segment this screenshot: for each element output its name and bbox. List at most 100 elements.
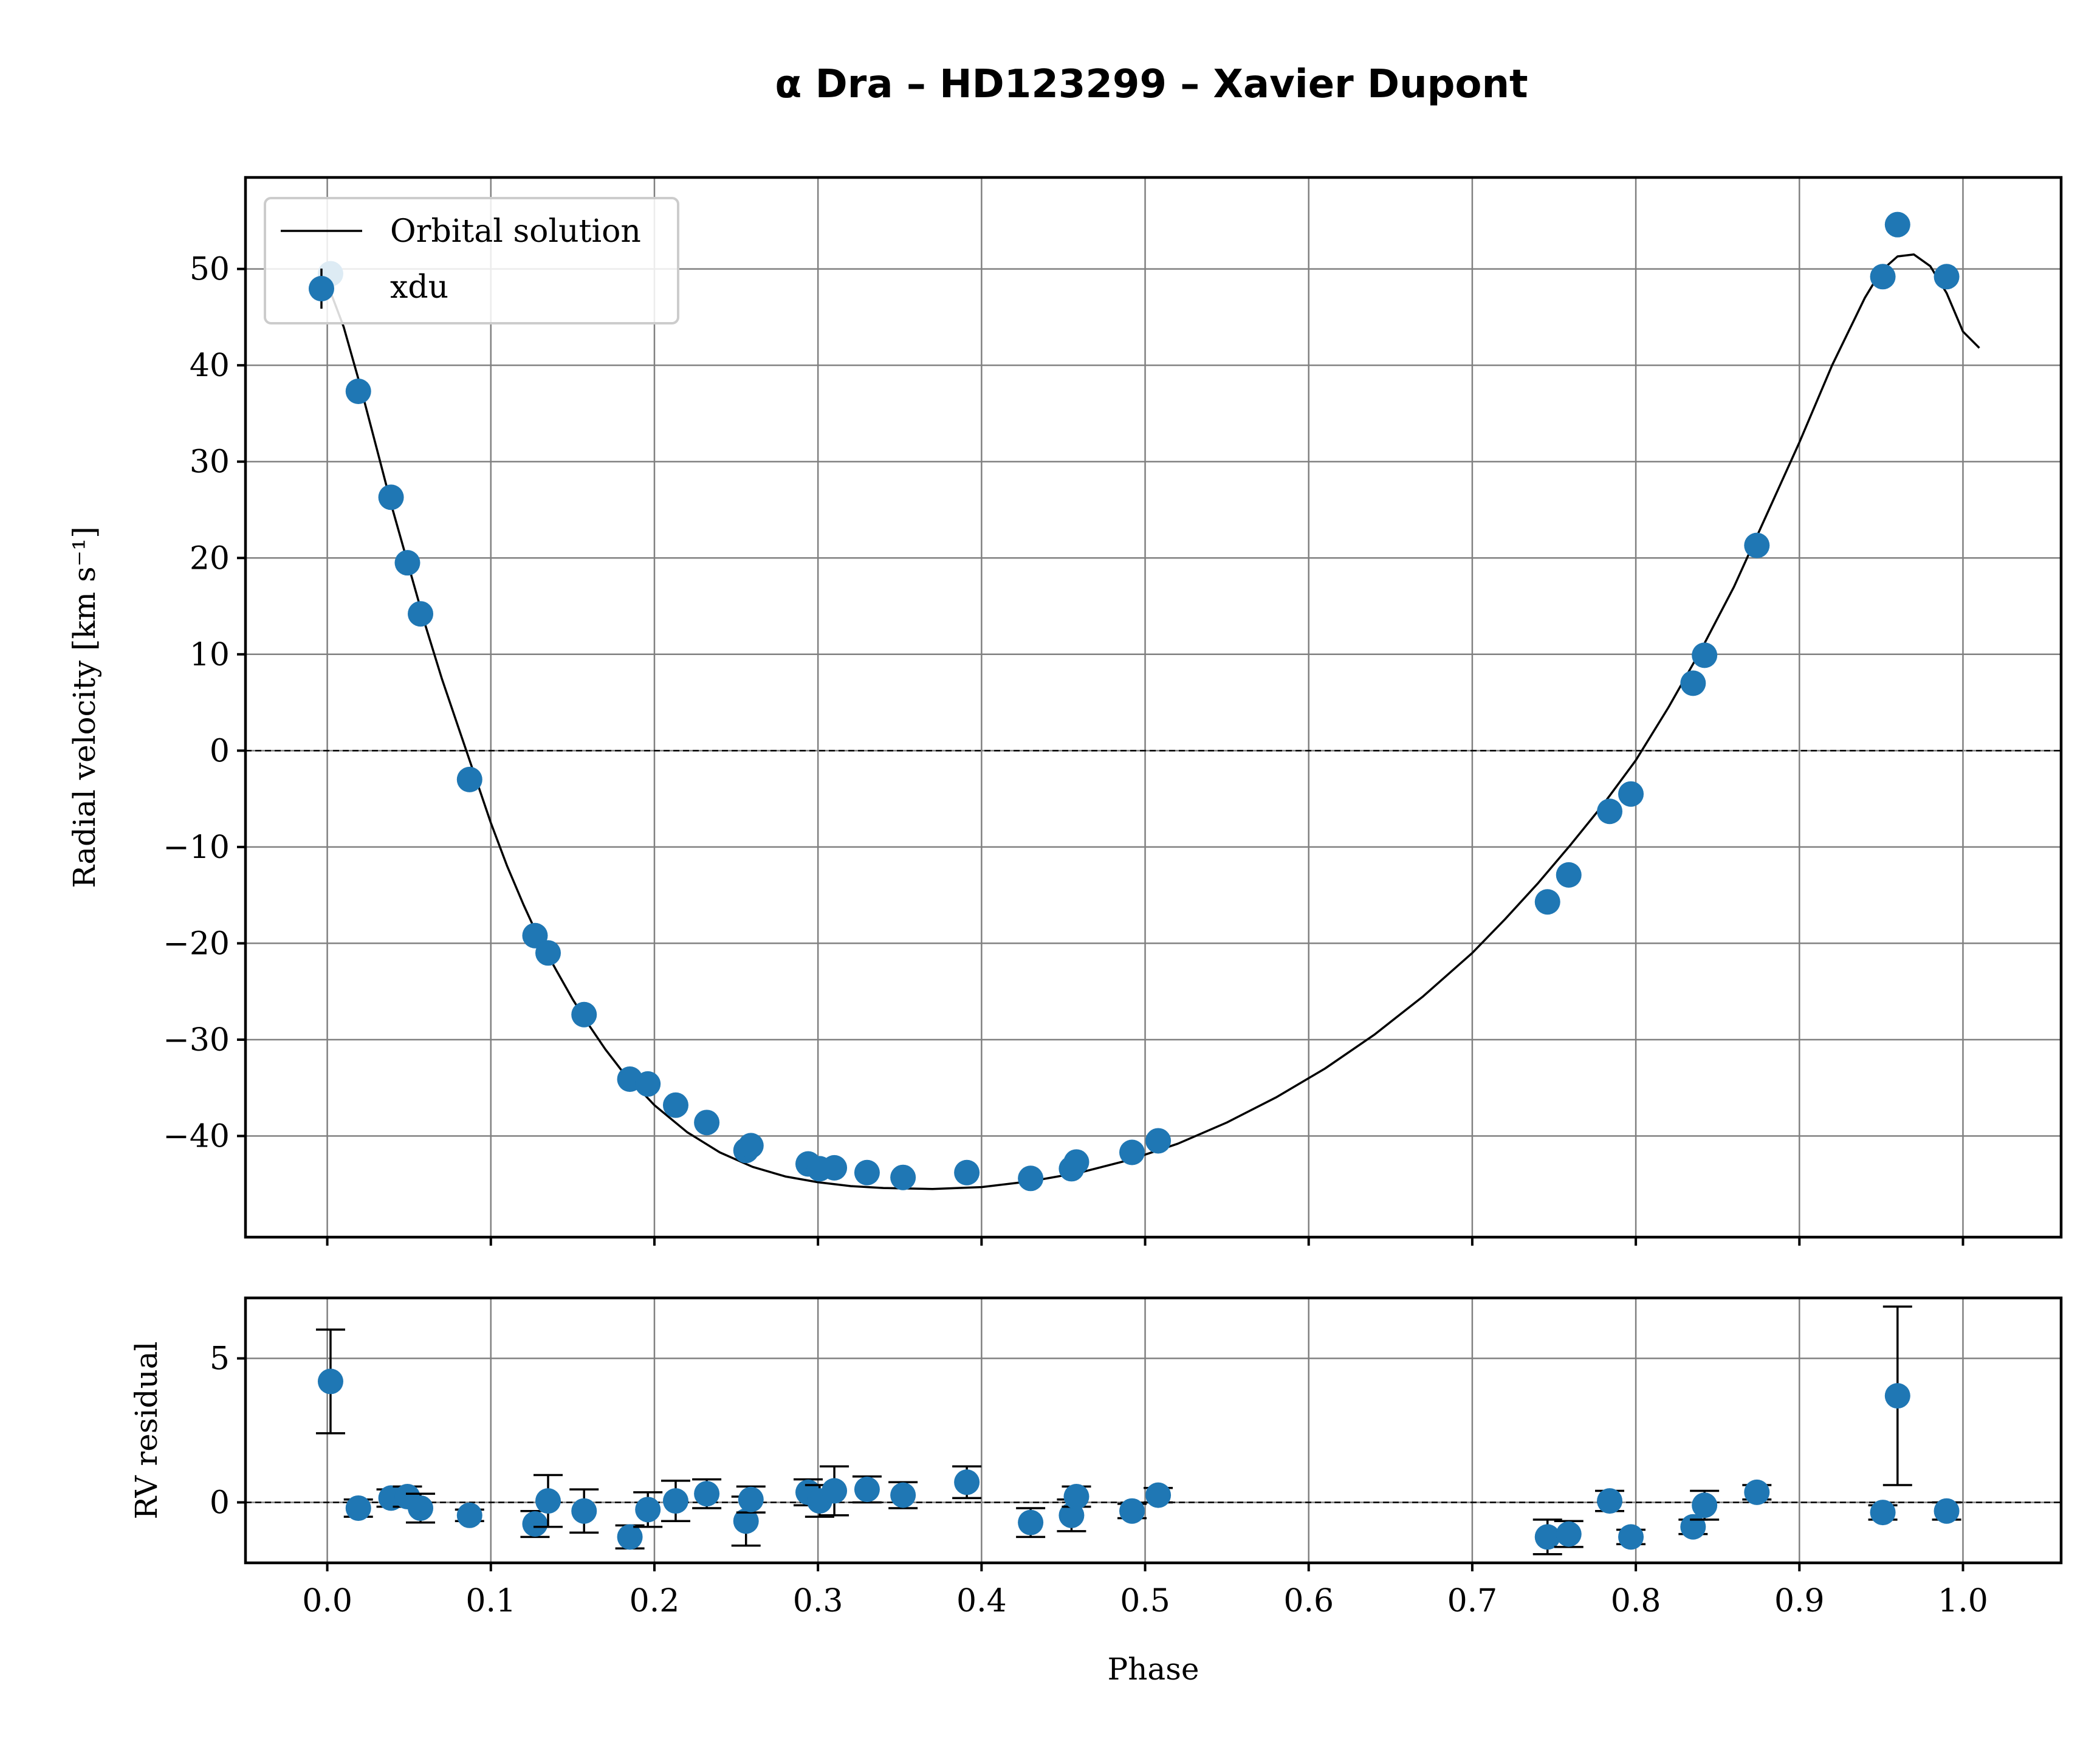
rv-data-point [1018, 1165, 1044, 1192]
y-tick-label: 5 [210, 1341, 230, 1378]
y-tick-label: −40 [163, 1119, 230, 1155]
y-axis-label: RV residual [129, 1341, 164, 1519]
rv-data-point [1063, 1149, 1089, 1175]
residual-data-point [1934, 1498, 1960, 1524]
plot-area [317, 211, 1980, 1192]
x-tick-label: 0.5 [1120, 1583, 1170, 1619]
legend-label-xdu: xdu [390, 269, 448, 306]
rv-data-point [890, 1164, 916, 1190]
residual-data-point [890, 1482, 916, 1508]
residual-data-point [854, 1477, 880, 1503]
rv-data-point [1597, 798, 1623, 825]
x-tick-label: 0.2 [630, 1583, 680, 1619]
rv-data-point [456, 766, 482, 792]
x-tick-label: 0.7 [1447, 1583, 1498, 1619]
x-tick-label: 0.8 [1611, 1583, 1661, 1619]
residual-data-point [617, 1524, 643, 1550]
rv-data-point [1618, 781, 1644, 807]
chart-title: α Dra – HD123299 – Xavier Dupont [775, 62, 1528, 107]
y-tick-label: 50 [190, 252, 230, 288]
residual-data-point [1534, 1524, 1560, 1550]
x-tick-label: 0.4 [956, 1583, 1007, 1619]
y-tick-label: 10 [190, 637, 230, 673]
residual-data-point [1870, 1500, 1896, 1526]
residual-data-point [1145, 1482, 1172, 1508]
residual-data-point [1556, 1521, 1582, 1547]
rv-data-point [345, 378, 371, 404]
x-tick-label: 1.0 [1938, 1583, 1988, 1619]
residual-data-point [571, 1498, 597, 1524]
rv-data-point [1680, 670, 1706, 696]
rv-data-point [1556, 862, 1582, 888]
orbital-solution-line [326, 253, 1980, 1190]
rv-data-point [954, 1159, 980, 1186]
residual-data-point [1680, 1514, 1706, 1540]
y-tick-label: 20 [190, 540, 230, 577]
residual-data-point [317, 1368, 343, 1395]
residual-data-point [456, 1502, 482, 1528]
residual-data-point [1063, 1484, 1089, 1509]
rv-data-point [1934, 264, 1960, 290]
residual-data-point [662, 1488, 688, 1514]
residual-data-point [408, 1495, 434, 1521]
residual-data-point [635, 1497, 661, 1523]
rv-data-point [571, 1001, 597, 1028]
residual-data-point [738, 1486, 764, 1512]
y-tick-label: −10 [163, 829, 230, 866]
legend-box [264, 197, 679, 324]
residual-data-point [954, 1469, 980, 1495]
rv-data-point [738, 1133, 764, 1159]
rv-data-point [1884, 211, 1910, 238]
rv-data-point [1534, 889, 1560, 915]
rv-data-point [535, 940, 561, 966]
residual-data-point [1884, 1383, 1910, 1409]
rv-data-point [394, 550, 420, 576]
rv-data-point [1744, 532, 1770, 558]
x-tick-label: 0.1 [465, 1583, 516, 1619]
residual-data-point [733, 1508, 759, 1534]
residual-data-point [822, 1478, 848, 1504]
residual-data-point [1692, 1492, 1718, 1518]
x-axis-label: Phase [1108, 1652, 1199, 1687]
y-tick-label: 0 [210, 1484, 230, 1521]
plot-area [315, 1305, 1961, 1556]
residual-data-point [1597, 1488, 1623, 1514]
y-tick-label: −30 [163, 1022, 230, 1059]
rv-data-point [822, 1155, 848, 1181]
rv-data-point [378, 484, 404, 510]
residual-panel: 0 5 RV residual 0.0 0.1 0.2 0.3 0.4 0.5 0.6 0.7 0.8… [129, 1296, 2063, 1687]
y-axis-label: Radial velocity [km s⁻¹] [67, 526, 102, 888]
residual-data-point [1744, 1479, 1770, 1505]
legend: Orbital solution xdu [264, 197, 679, 324]
y-tick-label: 40 [190, 348, 230, 384]
rv-data-point [522, 922, 548, 949]
y-tick-label: −20 [163, 925, 230, 962]
residual-data-point [694, 1481, 720, 1507]
x-tick-label: 0.9 [1774, 1583, 1825, 1619]
rv-data-point [694, 1110, 720, 1136]
residual-data-point [1018, 1509, 1044, 1536]
residual-data-point [345, 1495, 371, 1521]
rv-data-point [408, 601, 434, 627]
rv-data-point [1870, 264, 1896, 290]
x-tick-label: 0.3 [793, 1583, 843, 1619]
rv-data-point [662, 1092, 688, 1118]
y-tick-label: 30 [190, 444, 230, 481]
x-tick-label: 0.6 [1283, 1583, 1334, 1619]
residual-data-point [522, 1511, 548, 1537]
rv-panel: −40 −30 −20 −10 0 10 20 30 40 50 Radial velocity [… [67, 176, 2063, 1246]
axes-frame [244, 176, 2063, 1239]
residual-data-point [1618, 1524, 1644, 1550]
y-tick-label: 0 [210, 733, 230, 769]
legend-point-swatch [309, 276, 334, 301]
legend-label-orbital-solution: Orbital solution [390, 213, 641, 250]
x-tick-label: 0.0 [302, 1583, 352, 1619]
rv-data-point [1145, 1128, 1172, 1154]
rv-data-point [635, 1071, 661, 1097]
residual-data-point [1119, 1498, 1145, 1524]
rv-data-point [854, 1159, 880, 1186]
axes-frame [244, 1296, 2063, 1565]
rv-data-point [1119, 1139, 1145, 1165]
